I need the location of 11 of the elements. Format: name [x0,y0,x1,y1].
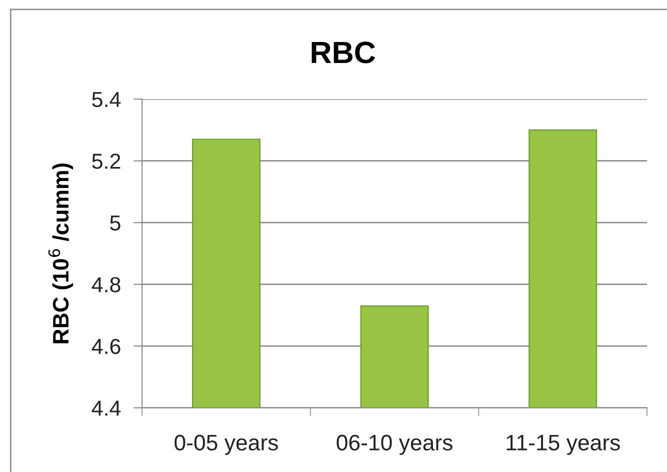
x-tick-label: 0-05 years [174,434,278,455]
y-tick-label: 4.6 [92,338,120,354]
y-tick-label: 5.4 [92,92,121,108]
y-axis-title: RBC (10$^{6}$ /cumm) [48,163,74,344]
y-tick-label: 4.8 [92,277,120,292]
y-tick-label: 4.4 [92,400,121,416]
y-tick-label: 5.2 [92,154,120,169]
y-tick-label: 5 [110,216,120,231]
x-tick-label: 11-15 years [506,435,620,455]
x-tick-label: 06-10 years [336,434,452,455]
chart-title: RBC [312,42,376,64]
